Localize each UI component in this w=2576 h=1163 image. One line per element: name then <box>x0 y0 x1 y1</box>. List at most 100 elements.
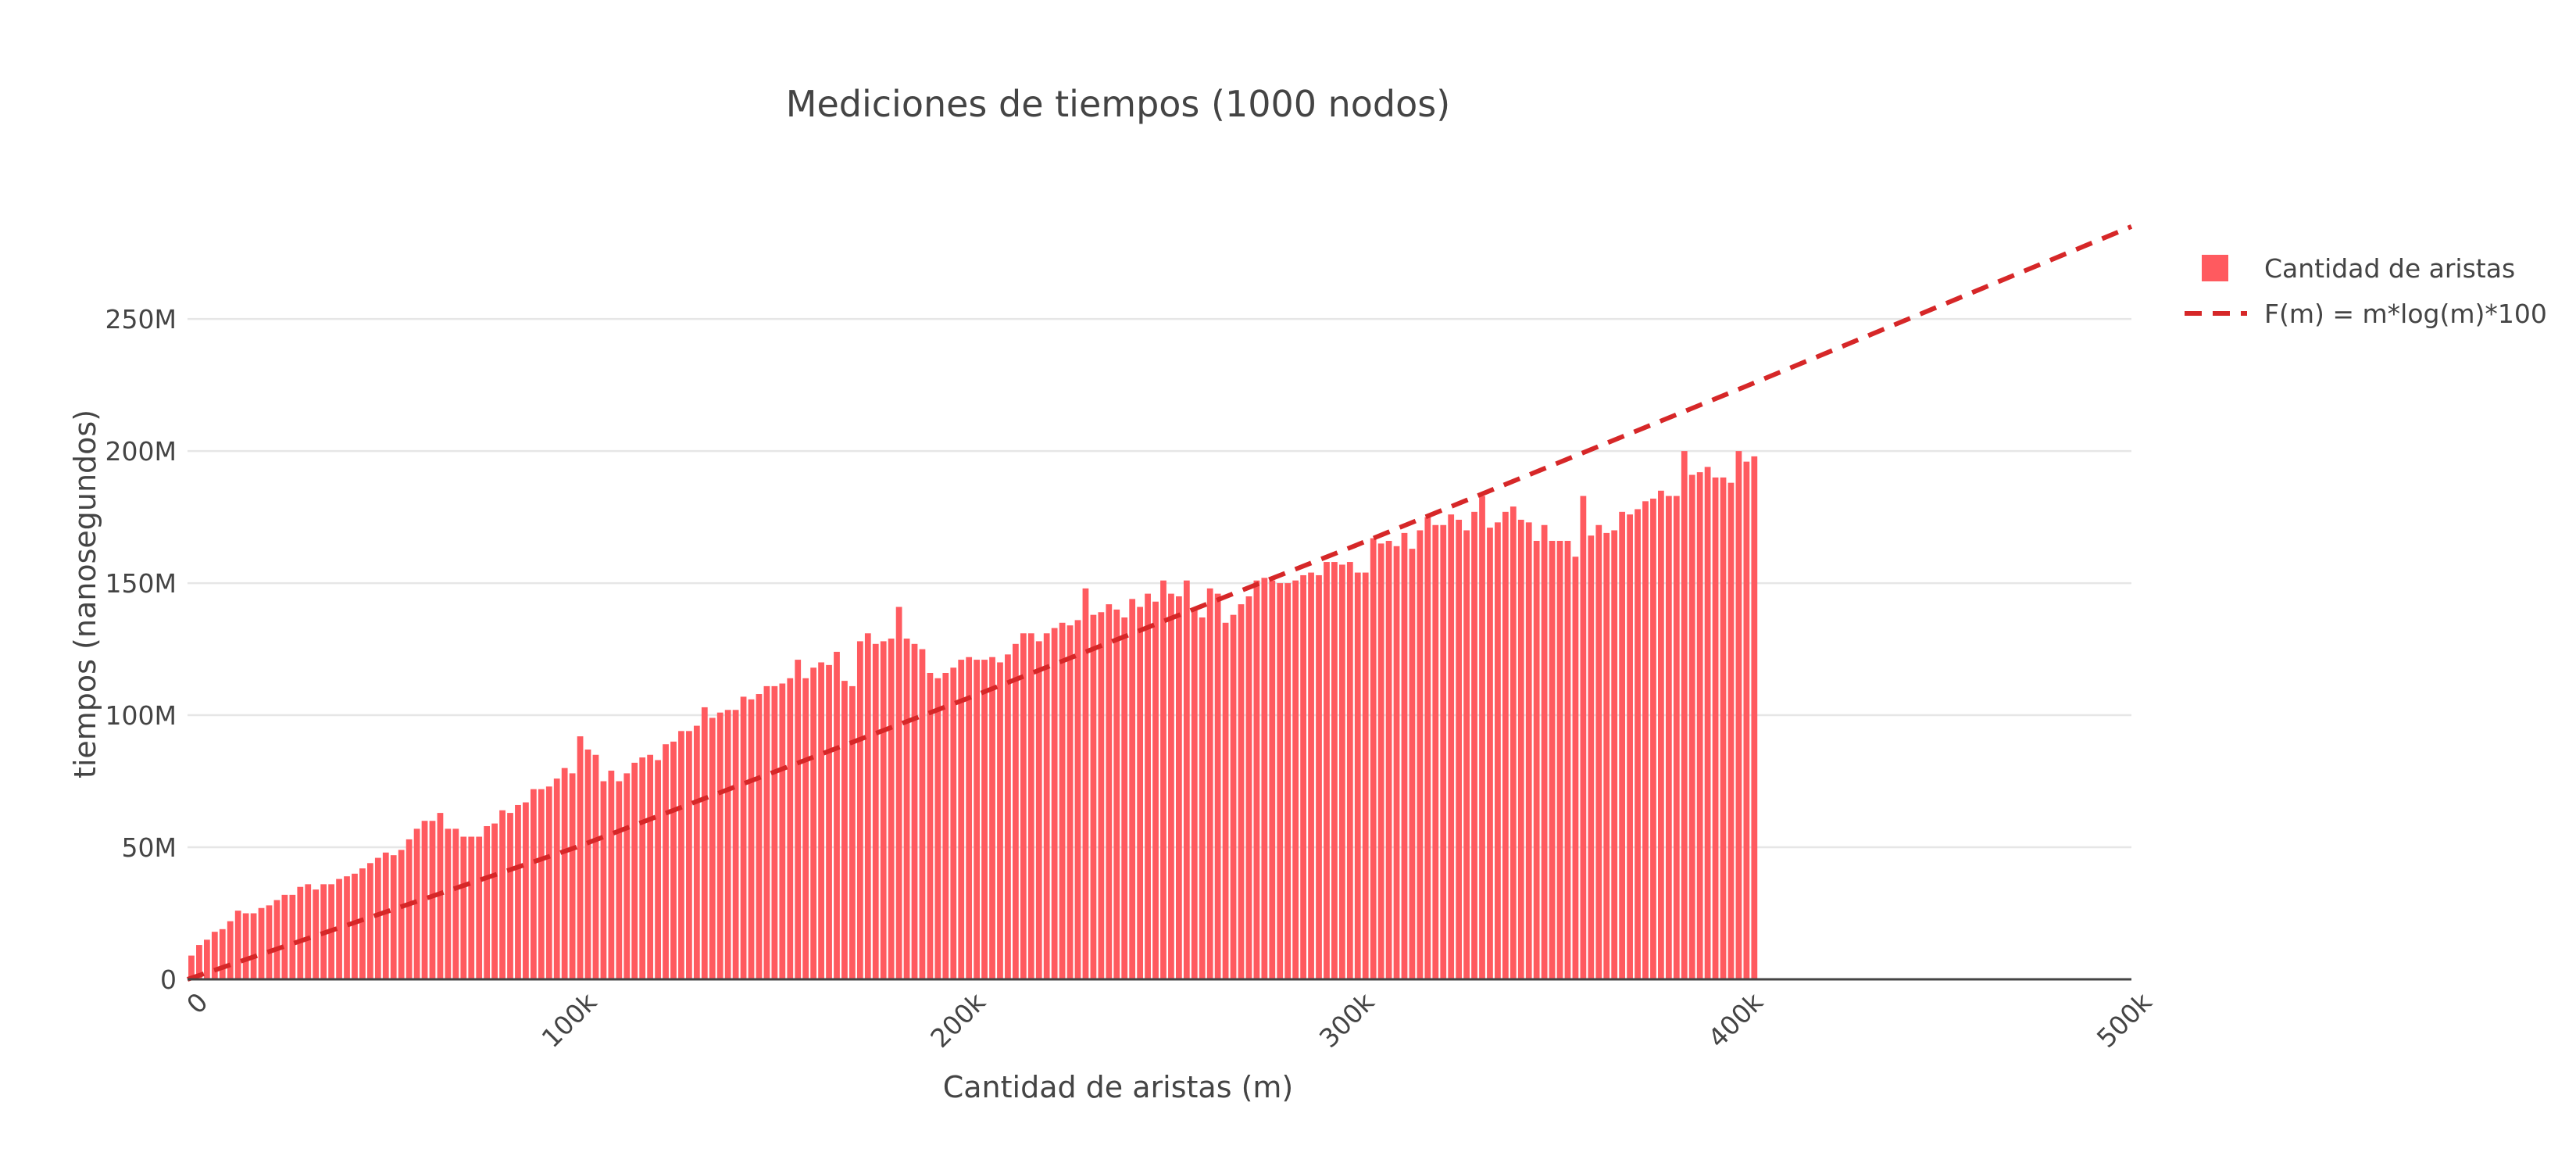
bar[interactable] <box>1214 593 1221 979</box>
legend-item-line[interactable]: F(m) = m*log(m)*100 <box>2185 299 2547 329</box>
bar[interactable] <box>1409 549 1416 979</box>
bar[interactable] <box>756 694 763 979</box>
bar[interactable] <box>1027 633 1034 979</box>
bar[interactable] <box>826 664 832 979</box>
bar[interactable] <box>966 657 973 979</box>
bar[interactable] <box>242 913 249 979</box>
bar[interactable] <box>1082 588 1089 979</box>
bar[interactable] <box>359 868 366 979</box>
bar[interactable] <box>1735 451 1742 979</box>
bar[interactable] <box>1191 609 1198 979</box>
bar[interactable] <box>1479 496 1485 979</box>
bar[interactable] <box>344 876 350 979</box>
bar[interactable] <box>1377 543 1384 979</box>
bar[interactable] <box>1533 541 1540 979</box>
bar[interactable] <box>437 813 444 979</box>
bar[interactable] <box>1035 641 1042 979</box>
bar[interactable] <box>647 754 654 979</box>
bar[interactable] <box>1704 467 1711 979</box>
bar[interactable] <box>1580 496 1587 979</box>
bar[interactable] <box>523 802 529 979</box>
bar[interactable] <box>429 821 436 979</box>
bar[interactable] <box>592 754 599 979</box>
bar[interactable] <box>1292 580 1299 979</box>
bar[interactable] <box>974 660 981 979</box>
bar[interactable] <box>1346 562 1353 979</box>
bar[interactable] <box>600 781 607 979</box>
bar[interactable] <box>997 662 1003 979</box>
bar[interactable] <box>1681 451 1688 979</box>
bar[interactable] <box>958 660 965 979</box>
bar[interactable] <box>1145 593 1151 979</box>
bar[interactable] <box>1456 519 1463 979</box>
bar[interactable] <box>1510 506 1517 979</box>
bar[interactable] <box>1588 535 1595 979</box>
bar[interactable] <box>795 660 802 979</box>
bar[interactable] <box>1627 514 1633 979</box>
bar[interactable] <box>515 804 521 979</box>
bar[interactable] <box>1277 583 1284 979</box>
bar[interactable] <box>1619 511 1626 979</box>
bar[interactable] <box>538 789 545 979</box>
bar[interactable] <box>763 685 770 979</box>
bar[interactable] <box>266 905 273 979</box>
bar[interactable] <box>616 781 623 979</box>
bar[interactable] <box>468 836 475 979</box>
bar[interactable] <box>655 760 661 979</box>
bar[interactable] <box>732 710 739 979</box>
bar[interactable] <box>1051 628 1058 979</box>
bar[interactable] <box>1338 564 1345 979</box>
bar[interactable] <box>1284 583 1292 979</box>
bar[interactable] <box>1572 556 1579 979</box>
bar[interactable] <box>1316 574 1322 979</box>
bar[interactable] <box>903 639 910 979</box>
bar[interactable] <box>297 886 304 979</box>
bar[interactable] <box>250 913 257 979</box>
bar[interactable] <box>663 744 669 979</box>
bar[interactable] <box>366 863 373 979</box>
bar[interactable] <box>1113 609 1120 979</box>
bar[interactable] <box>1168 593 1174 979</box>
bar[interactable] <box>313 889 320 979</box>
bar[interactable] <box>1448 514 1455 979</box>
bar[interactable] <box>390 855 397 979</box>
bar[interactable] <box>258 907 265 979</box>
bar[interactable] <box>1743 461 1750 979</box>
bar[interactable] <box>787 678 794 979</box>
bar[interactable] <box>577 736 584 979</box>
bar[interactable] <box>1183 580 1190 979</box>
bar[interactable] <box>1463 530 1470 980</box>
bar[interactable] <box>1635 509 1641 979</box>
bar[interactable] <box>872 643 879 979</box>
bar[interactable] <box>1727 482 1735 979</box>
bar[interactable] <box>1129 599 1136 979</box>
bar[interactable] <box>406 839 413 979</box>
bar[interactable] <box>1269 580 1276 979</box>
bar[interactable] <box>981 660 988 979</box>
bar[interactable] <box>1751 456 1758 979</box>
bar[interactable] <box>1308 572 1314 979</box>
bar[interactable] <box>888 639 895 979</box>
bar[interactable] <box>895 607 902 980</box>
bar[interactable] <box>1417 530 1424 980</box>
bar[interactable] <box>227 921 234 979</box>
bar[interactable] <box>716 712 723 979</box>
bar[interactable] <box>631 762 638 979</box>
bar[interactable] <box>1074 620 1081 979</box>
bar[interactable] <box>1393 546 1400 979</box>
bar[interactable] <box>1230 614 1237 979</box>
bar[interactable] <box>927 672 934 979</box>
bar[interactable] <box>1245 596 1252 979</box>
bar[interactable] <box>1121 617 1128 979</box>
bar[interactable] <box>1098 612 1105 979</box>
bar[interactable] <box>989 657 995 979</box>
bar[interactable] <box>810 667 817 979</box>
bar[interactable] <box>934 678 941 979</box>
bar[interactable] <box>421 821 428 979</box>
bar[interactable] <box>196 945 202 979</box>
bar[interactable] <box>1525 522 1532 979</box>
bar[interactable] <box>234 911 241 979</box>
bar[interactable] <box>1222 622 1229 979</box>
bar[interactable] <box>818 662 824 979</box>
bar[interactable] <box>1005 654 1011 979</box>
